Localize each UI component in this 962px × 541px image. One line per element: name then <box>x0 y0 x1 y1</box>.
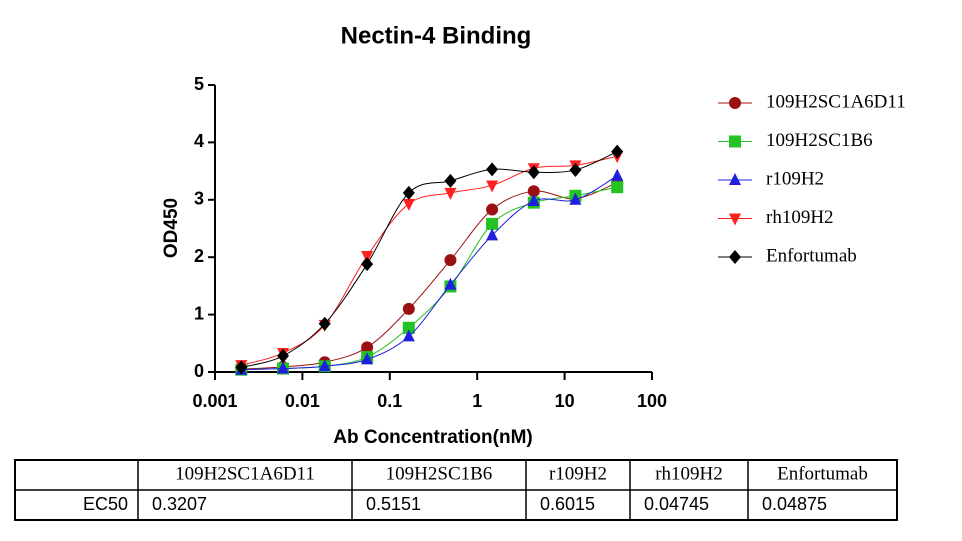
legend-marker <box>729 250 741 264</box>
legend-label: 109H2SC1B6 <box>766 130 873 151</box>
data-point <box>569 162 582 177</box>
table-header: 109H2SC1B6 <box>386 463 493 484</box>
legend-marker <box>729 213 741 226</box>
fit-line <box>241 155 618 366</box>
data-point <box>444 173 457 188</box>
y-axis-label: OD450 <box>161 198 182 258</box>
y-tick-label: 2 <box>194 246 204 266</box>
data-point <box>486 203 499 216</box>
legend-label: 109H2SC1A6D11 <box>766 91 906 112</box>
data-point <box>486 217 499 230</box>
data-point <box>611 168 624 181</box>
legend-label: rh109H2 <box>766 207 834 228</box>
table-header: Enfortumab <box>777 463 868 484</box>
table-cell: 0.6015 <box>540 494 595 514</box>
y-tick-label: 0 <box>194 361 204 381</box>
data-point <box>318 359 331 372</box>
data-point <box>527 193 540 206</box>
x-tick-label: 100 <box>637 391 667 411</box>
table-row-label: EC50 <box>83 494 128 514</box>
table-header: r109H2 <box>549 463 607 484</box>
data-point <box>527 165 540 180</box>
data-point <box>361 341 374 354</box>
legend-marker <box>729 135 741 148</box>
table-header: rh109H2 <box>655 463 723 484</box>
y-tick-label: 4 <box>194 131 204 151</box>
data-point <box>402 198 415 211</box>
legend-label: Enfortumab <box>766 245 857 266</box>
data-point <box>318 316 331 331</box>
data-point <box>402 302 415 315</box>
data-point <box>235 360 248 375</box>
data-point <box>611 181 624 194</box>
table-cell: 0.04875 <box>762 494 827 514</box>
legend-label: r109H2 <box>766 168 824 189</box>
data-point <box>444 187 457 200</box>
data-point <box>402 329 415 342</box>
fit-line <box>241 151 618 368</box>
data-point <box>402 321 415 334</box>
data-point <box>611 144 624 159</box>
data-point <box>402 185 415 200</box>
data-point <box>527 185 540 198</box>
y-tick-label: 5 <box>194 74 204 94</box>
data-point <box>444 254 457 267</box>
data-point <box>277 361 290 374</box>
data-point <box>361 257 374 272</box>
data-point <box>361 352 374 365</box>
table-header: 109H2SC1A6D11 <box>175 463 315 484</box>
legend-marker <box>729 173 741 185</box>
table-cell: 0.04745 <box>644 494 709 514</box>
data-point <box>277 348 290 363</box>
legend-marker <box>729 97 741 109</box>
x-tick-label: 0.01 <box>285 391 320 411</box>
fit-line <box>241 175 618 371</box>
data-point <box>486 180 499 193</box>
table-cell: 0.5151 <box>366 494 421 514</box>
x-tick-label: 1 <box>472 391 482 411</box>
table-cell: 0.3207 <box>152 494 207 514</box>
x-tick-label: 0.001 <box>192 391 237 411</box>
x-axis-label: Ab Concentration(nM) <box>333 427 532 448</box>
data-point <box>486 228 499 241</box>
data-point <box>444 277 457 290</box>
y-tick-label: 1 <box>194 303 204 323</box>
y-tick-label: 3 <box>194 189 204 209</box>
x-tick-label: 0.1 <box>377 391 402 411</box>
data-point <box>361 251 374 264</box>
data-point <box>486 162 499 177</box>
fit-line <box>241 182 618 370</box>
x-tick-label: 10 <box>555 391 575 411</box>
chart-title: Nectin-4 Binding <box>341 22 532 49</box>
fit-line <box>241 186 618 371</box>
data-point <box>569 192 582 205</box>
